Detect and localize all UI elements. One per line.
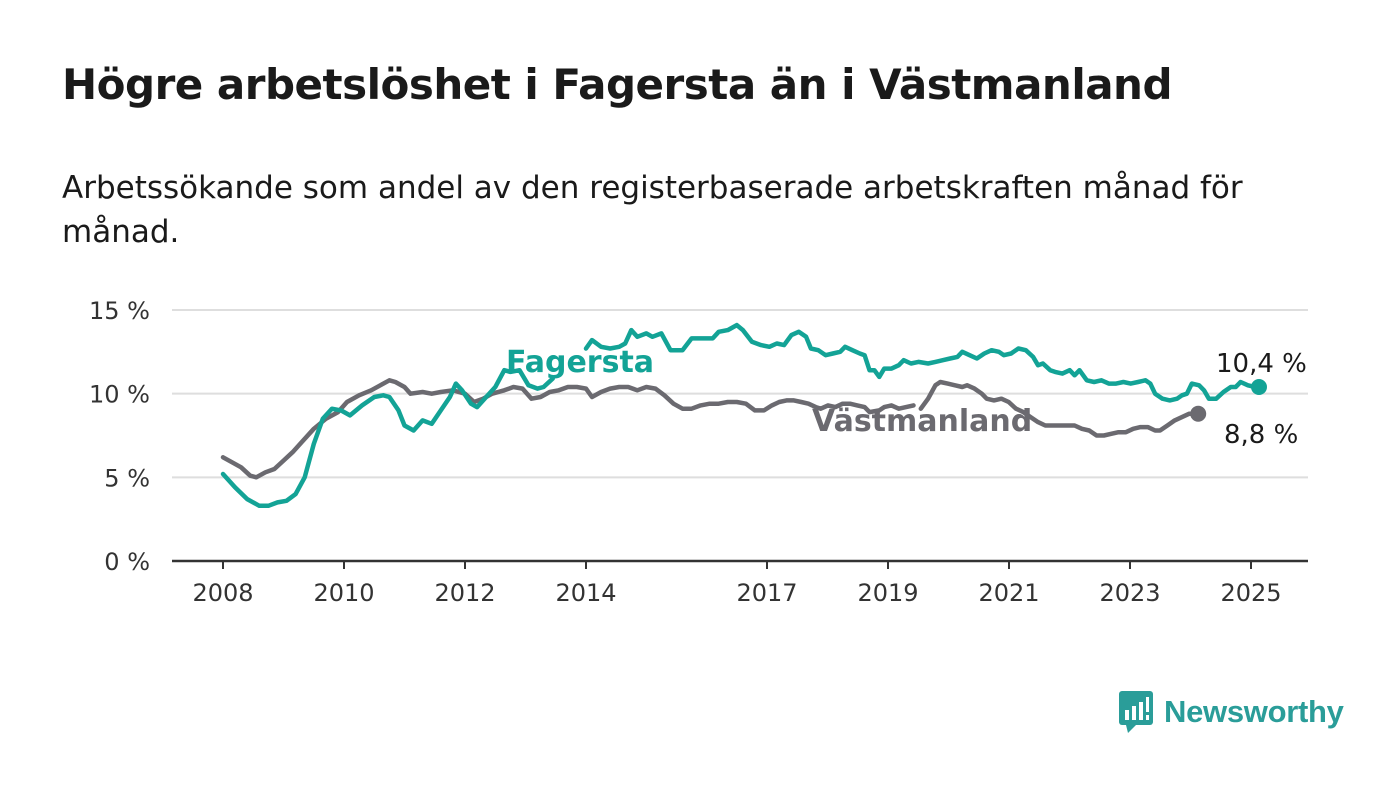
x-tick-label: 2021 xyxy=(978,579,1039,607)
x-tick-label: 2012 xyxy=(434,579,495,607)
series-line-vastmanland xyxy=(220,378,916,480)
x-tick-label: 2023 xyxy=(1099,579,1160,607)
y-tick-label: 5 % xyxy=(104,464,150,492)
series-line-vastmanland xyxy=(918,379,1197,438)
x-axis-ticks: 2008 2010 2012 2014 2017 2019 2021 2023 2025 xyxy=(192,561,1282,607)
series-line-fagersta xyxy=(220,367,555,509)
annotation-label: Västmanland xyxy=(812,404,1032,439)
end-point-fagersta xyxy=(1250,378,1267,395)
y-tick-label: 15 % xyxy=(89,297,150,325)
y-tick-label: 10 % xyxy=(89,381,150,409)
end-point-vastmanland xyxy=(1190,405,1207,422)
series-lines xyxy=(220,322,1267,509)
x-tick-label: 2025 xyxy=(1220,579,1281,607)
x-tick-label: 2019 xyxy=(857,579,918,607)
annotations: Fagersta Västmanland 10,4 % 8,8 % xyxy=(506,345,1307,450)
series-line-fagersta xyxy=(583,322,1258,403)
annotation-label: Fagersta xyxy=(506,345,654,380)
y-tick-label: 0 % xyxy=(104,548,150,576)
chart-title: Högre arbetslöshet i Fagersta än i Västm… xyxy=(62,60,1173,109)
x-tick-label: 2008 xyxy=(192,579,253,607)
annotation-label: 10,4 % xyxy=(1216,349,1307,379)
x-tick-label: 2017 xyxy=(736,579,797,607)
y-axis-ticks: 0 % 5 % 10 % 15 % xyxy=(89,297,150,576)
x-tick-label: 2014 xyxy=(555,579,616,607)
grid-lines xyxy=(172,309,1308,563)
brand-name: Newsworthy xyxy=(1164,694,1344,729)
newsworthy-chart-icon xyxy=(1119,691,1153,733)
newsworthy-logo[interactable]: Newsworthy xyxy=(1118,690,1344,734)
x-tick-label: 2010 xyxy=(313,579,374,607)
annotation-label: 8,8 % xyxy=(1224,420,1298,450)
chart-subtitle: Arbetssökande som andel av den registerb… xyxy=(62,170,1243,250)
